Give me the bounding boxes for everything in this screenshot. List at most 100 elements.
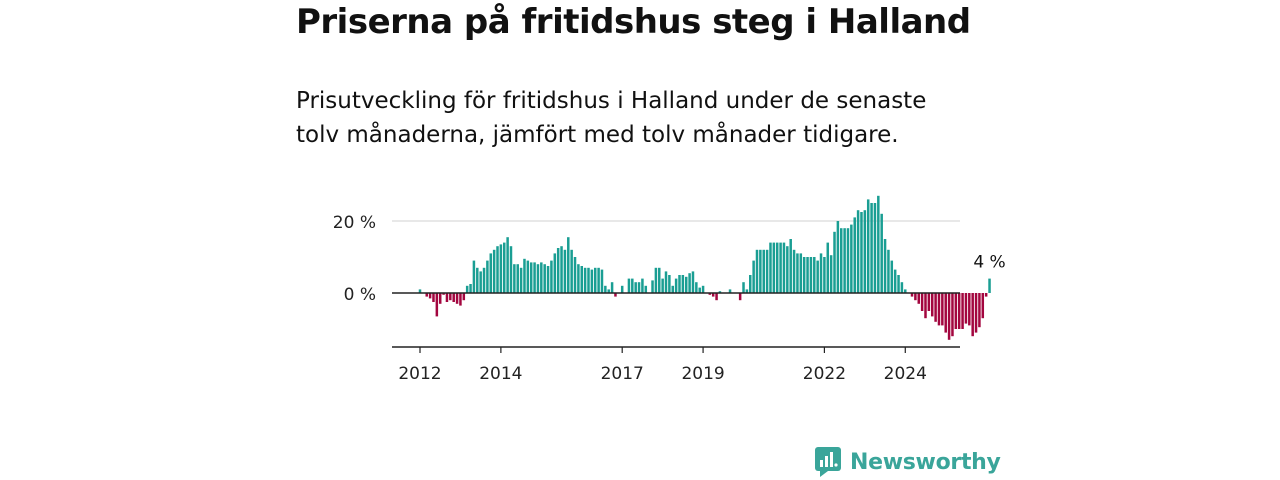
x-tick-label: 2022 — [803, 364, 846, 384]
chart-title: Priserna på fritidshus steg i Halland — [296, 2, 971, 42]
bar — [509, 246, 513, 293]
bar — [661, 278, 664, 293]
bar — [984, 293, 988, 297]
bar — [597, 267, 600, 293]
bar — [816, 260, 819, 293]
bar — [799, 253, 803, 293]
bar — [664, 271, 668, 293]
bar — [516, 264, 519, 293]
bar — [769, 242, 772, 293]
bar — [762, 249, 765, 293]
bar — [877, 195, 880, 293]
bar — [961, 293, 964, 329]
bar — [813, 257, 816, 293]
bar — [627, 278, 631, 293]
bar — [978, 293, 981, 328]
bar — [840, 228, 843, 293]
bar — [873, 203, 877, 293]
bar — [567, 237, 570, 293]
bar — [593, 267, 597, 293]
bar — [941, 293, 944, 326]
bar — [711, 293, 715, 297]
bar — [914, 293, 917, 301]
bar — [809, 257, 813, 293]
bar — [482, 267, 486, 293]
bar — [604, 285, 607, 293]
bar — [988, 278, 991, 293]
bar — [897, 275, 900, 293]
bar — [523, 258, 526, 293]
bar — [678, 275, 681, 293]
bar — [792, 249, 796, 293]
bar — [688, 273, 691, 293]
bar — [418, 289, 422, 293]
bar — [806, 257, 809, 293]
bar — [489, 253, 493, 293]
bar — [563, 249, 567, 293]
x-tick-label: 2017 — [601, 364, 644, 384]
bar — [863, 210, 867, 293]
bar — [462, 293, 466, 301]
bar — [691, 271, 695, 293]
bar — [428, 293, 432, 299]
x-tick-label: 2024 — [884, 364, 927, 384]
bar — [550, 260, 553, 293]
bar — [890, 260, 894, 293]
bar — [853, 217, 856, 293]
newsworthy-logo-icon — [815, 447, 841, 477]
bar — [944, 293, 947, 333]
bar — [641, 278, 644, 293]
bar-chart: 0 % 20 % 2012 2014 2017 2019 2022 2024 4 % — [333, 195, 1006, 384]
x-tick-label: 2012 — [398, 364, 441, 384]
bar — [438, 293, 442, 304]
bar — [765, 249, 769, 293]
bar — [499, 244, 503, 293]
bar — [590, 269, 594, 293]
bar — [823, 257, 826, 293]
bar — [486, 260, 489, 293]
bar — [715, 293, 718, 301]
bar — [866, 199, 870, 293]
bar — [883, 239, 887, 293]
bar — [681, 275, 685, 293]
bar — [465, 285, 469, 293]
bar — [856, 210, 860, 293]
bar — [927, 293, 931, 311]
bar — [708, 293, 712, 295]
bar — [846, 228, 850, 293]
bar — [843, 228, 846, 293]
bar — [836, 221, 840, 293]
bar — [668, 275, 671, 293]
bar — [920, 293, 924, 311]
bar — [654, 267, 658, 293]
bar — [546, 266, 550, 293]
bar — [658, 267, 661, 293]
bar — [947, 293, 951, 340]
bar — [752, 260, 755, 293]
bar — [587, 267, 590, 293]
bar — [435, 293, 439, 317]
bar — [573, 257, 577, 293]
bar — [644, 285, 648, 293]
bar — [951, 293, 954, 337]
bar — [728, 289, 732, 293]
bar — [796, 253, 799, 293]
bar — [519, 267, 523, 293]
bar — [449, 293, 452, 301]
bar — [775, 242, 779, 293]
bar — [536, 264, 540, 293]
bar — [425, 293, 428, 297]
bar — [529, 262, 533, 293]
bar — [954, 293, 958, 329]
bar — [968, 293, 971, 326]
chart-subtitle: Prisutveckling för fritidshus i Halland … — [296, 88, 927, 148]
bar — [718, 291, 722, 293]
bar — [924, 293, 927, 319]
bar — [513, 264, 516, 293]
bar — [540, 262, 543, 293]
bar — [829, 255, 833, 293]
bar — [459, 293, 462, 306]
bar — [479, 271, 482, 293]
bar — [651, 280, 654, 293]
bar — [782, 242, 786, 293]
